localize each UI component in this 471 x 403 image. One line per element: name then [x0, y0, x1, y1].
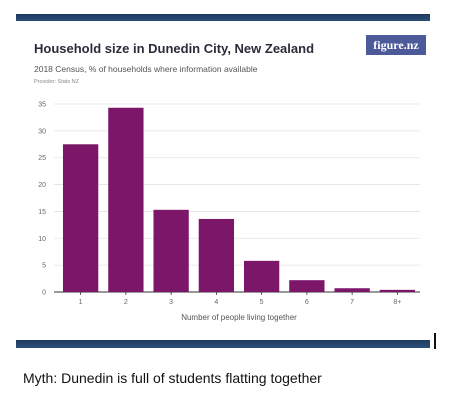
x-axis-label: Number of people living together [181, 313, 297, 322]
chart-subtitle: 2018 Census, % of households where infor… [34, 64, 258, 74]
y-tick-label: 0 [42, 290, 46, 297]
top-frame-bar [16, 14, 430, 21]
caption-text: Myth: Dunedin is full of students flatti… [23, 370, 322, 386]
figure-nz-logo[interactable]: figure.nz [366, 35, 426, 55]
bottom-frame-bar [16, 340, 430, 348]
y-tick-label: 10 [38, 236, 46, 243]
bar [379, 289, 416, 292]
x-tick-label: 8+ [393, 299, 401, 306]
x-tick-label: 6 [305, 299, 309, 306]
x-tick-label: 1 [79, 299, 83, 306]
y-tick-label: 35 [38, 102, 46, 109]
x-tick-label: 4 [214, 299, 218, 306]
y-tick-label: 25 [38, 155, 46, 162]
y-tick-label: 5 [42, 263, 46, 270]
chart-provider: Provider: Stats NZ [34, 79, 79, 85]
x-tick-label: 7 [350, 299, 354, 306]
bar [289, 280, 325, 292]
bar [153, 209, 189, 292]
bar [334, 288, 370, 292]
text-cursor [434, 333, 436, 349]
bar [108, 107, 144, 292]
bar [243, 260, 280, 292]
x-tick-label: 2 [124, 299, 128, 306]
chart-plot: 0 5 10 15 20 25 30 35 1 2 3 4 5 6 7 8+ Number of people … [38, 102, 420, 322]
bar [198, 218, 235, 292]
chart-figure: figure.nz Household size in Dunedin City… [16, 14, 430, 348]
y-tick-label: 30 [38, 128, 46, 135]
bar [62, 144, 99, 292]
y-tick-label: 15 [38, 209, 46, 216]
y-tick-label: 20 [38, 182, 46, 189]
x-tick-label: 3 [169, 299, 173, 306]
chart-title: Household size in Dunedin City, New Zeal… [34, 41, 315, 56]
x-tick-label: 5 [260, 299, 264, 306]
